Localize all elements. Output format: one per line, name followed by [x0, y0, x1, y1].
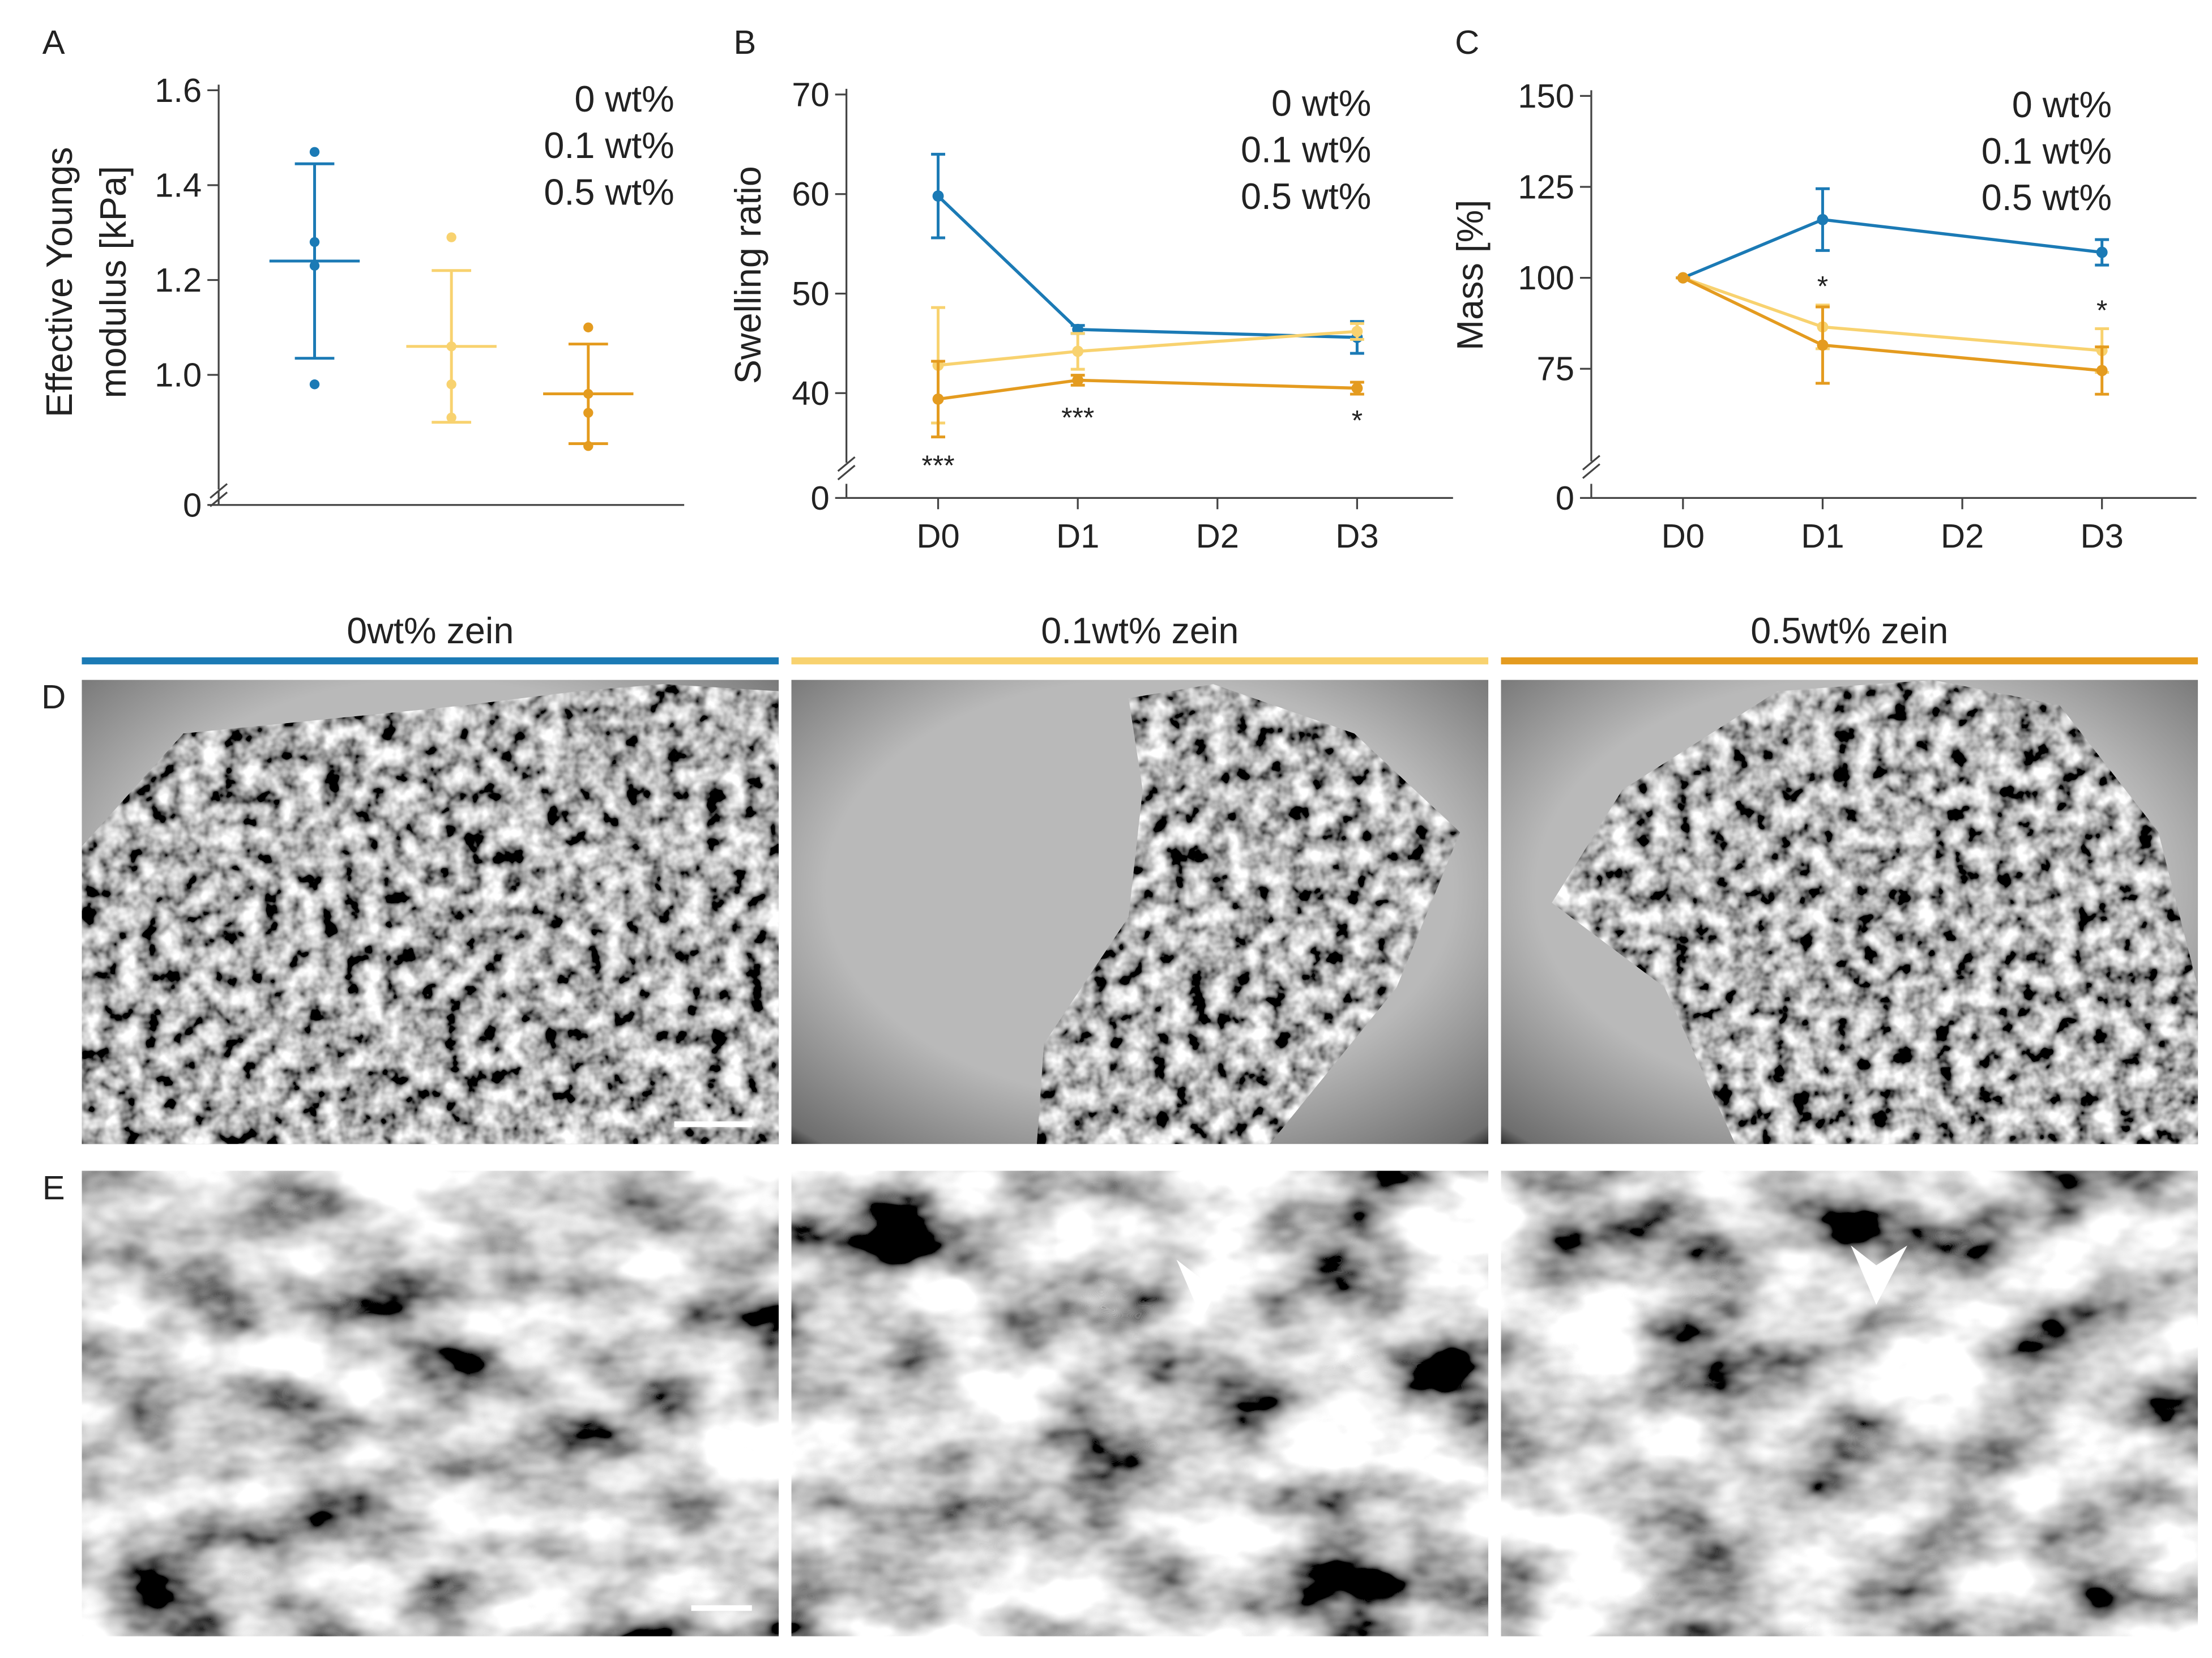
arrowhead [1851, 1245, 1907, 1305]
series-line [1682, 276, 2102, 352]
data-point [446, 341, 456, 352]
x-tick-label: D2 [1941, 517, 1984, 555]
data-point [583, 408, 593, 418]
y-tick-label: 100 [1518, 259, 1574, 297]
y-tick-label: 1.0 [155, 356, 202, 394]
y-tick-label: 1.2 [155, 261, 202, 299]
legend-entry: 0.1 wt% [1241, 129, 1371, 170]
sem-closeup [82, 1170, 779, 1636]
data-point [446, 379, 456, 390]
y-tick-label: 60 [792, 175, 829, 213]
data-point [1817, 339, 1829, 351]
data-point [583, 322, 593, 332]
x-tick-label: D1 [1056, 517, 1099, 555]
axis-break [1582, 463, 1600, 479]
column-title: 0.5wt% zein [1750, 610, 1948, 651]
series-line [1682, 276, 2102, 373]
sem-closeup [1501, 1170, 2198, 1636]
y-tick-label: 0 [1556, 479, 1574, 517]
x-tick-label: D3 [2080, 517, 2123, 555]
series-line [937, 195, 1357, 339]
y-tick-label: 1.4 [155, 166, 202, 204]
y-axis-label: Swelling ratio [727, 166, 768, 384]
significance: *** [921, 450, 954, 481]
y-axis-label: modulus [kPa] [92, 166, 134, 398]
significance: * [2096, 294, 2107, 326]
panel-label: D [41, 678, 66, 716]
data-point [1351, 382, 1363, 394]
significance: * [1817, 271, 1828, 302]
x-tick-label: D0 [916, 517, 959, 555]
sem-scaffold [82, 684, 779, 1144]
y-tick-label: 0 [811, 479, 830, 517]
axis-break [210, 483, 228, 499]
legend-entry: 0 wt% [574, 78, 674, 119]
y-tick-label: 1.6 [155, 71, 202, 109]
y-tick-label: 70 [792, 75, 829, 113]
data-point [309, 260, 320, 271]
data-point [932, 393, 944, 405]
data-point [446, 412, 456, 423]
y-tick-label: 40 [792, 374, 829, 412]
y-tick-label: 150 [1518, 77, 1574, 115]
significance: *** [1061, 401, 1094, 433]
x-tick-label: D1 [1801, 517, 1844, 555]
data-point [309, 147, 320, 157]
y-tick-label: 75 [1537, 350, 1574, 388]
data-point [1817, 213, 1829, 225]
panel-label: E [42, 1169, 65, 1207]
legend-entry: 0 wt% [2012, 84, 2112, 125]
x-tick-label: D2 [1196, 517, 1239, 555]
panel-label: A [42, 23, 65, 61]
column-bar [791, 657, 1489, 665]
column-bar [1501, 657, 2198, 665]
legend-entry: 0.1 wt% [544, 125, 674, 166]
x-tick-label: D3 [1335, 517, 1378, 555]
series-line [1682, 218, 2103, 280]
data-point [583, 441, 593, 451]
data-point [1072, 345, 1084, 357]
axis-break [1582, 455, 1600, 471]
column-title: 0wt% zein [347, 610, 514, 651]
x-tick-label: D0 [1662, 517, 1705, 555]
data-point [309, 237, 320, 247]
legend-entry: 0.5 wt% [544, 171, 674, 212]
data-point [1351, 326, 1363, 337]
series-line [938, 330, 1357, 367]
sem-scaffold [1552, 680, 2198, 1144]
axis-break [837, 464, 856, 481]
data-point [1677, 272, 1689, 284]
data-point [932, 190, 944, 202]
panel-label: C [1455, 23, 1479, 61]
axis-break [210, 492, 228, 507]
y-tick-label: 0 [183, 486, 202, 524]
legend-entry: 0.5 wt% [1982, 177, 2112, 218]
sem-closeup [791, 1170, 1489, 1636]
y-tick-label: 50 [792, 275, 829, 313]
axis-break [837, 456, 856, 472]
legend-entry: 0.5 wt% [1241, 176, 1371, 217]
y-axis-label: Mass [%] [1449, 200, 1491, 351]
column-title: 0.1wt% zein [1041, 610, 1239, 651]
significance: * [1352, 404, 1363, 436]
data-point [583, 388, 593, 399]
data-point [446, 232, 456, 242]
arrowhead [1176, 1259, 1233, 1319]
y-tick-label: 125 [1518, 168, 1574, 206]
y-axis-label: Effective Youngs [39, 147, 80, 417]
panel-label: B [733, 23, 756, 61]
data-point [2096, 365, 2108, 377]
data-point [1072, 374, 1084, 386]
data-point [2096, 246, 2108, 258]
sem-scaffold [1036, 684, 1461, 1144]
column-bar [82, 657, 779, 665]
data-point [309, 379, 320, 390]
legend-entry: 0 wt% [1271, 82, 1371, 123]
legend-entry: 0.1 wt% [1982, 130, 2112, 172]
series-line [938, 378, 1357, 401]
